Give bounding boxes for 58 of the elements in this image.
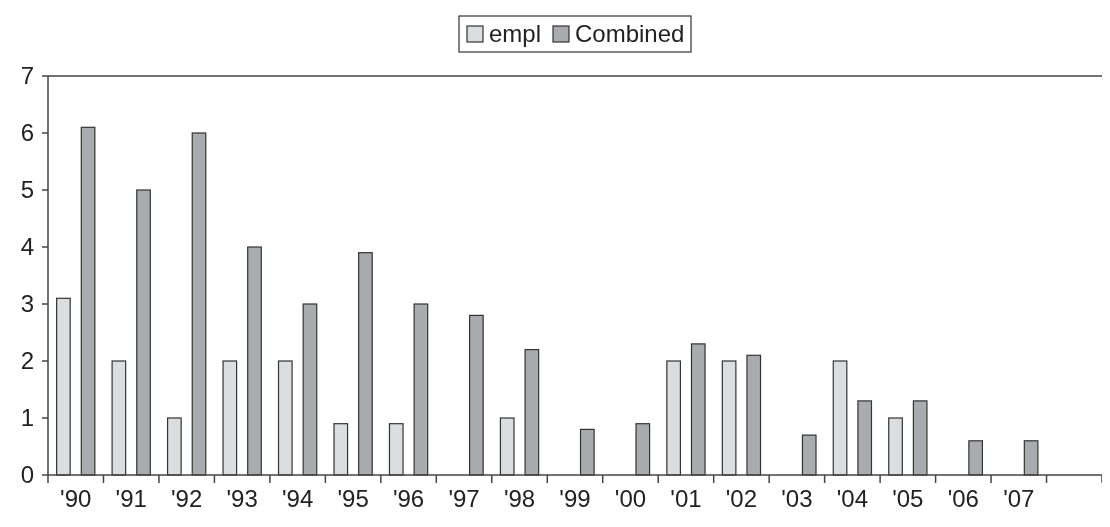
y-tick-label: 4 bbox=[20, 233, 34, 261]
y-tick-label: 0 bbox=[20, 461, 34, 489]
bar bbox=[247, 246, 262, 476]
legend-label: empl bbox=[489, 20, 542, 48]
bar bbox=[222, 360, 238, 476]
bar bbox=[746, 354, 762, 476]
bar bbox=[469, 314, 484, 476]
bar bbox=[801, 434, 817, 476]
x-tick-label: '03 bbox=[781, 485, 813, 512]
bar bbox=[166, 417, 182, 476]
bar bbox=[136, 189, 151, 476]
x-tick-label: '01 bbox=[670, 485, 702, 512]
x-tick-label: '02 bbox=[725, 485, 758, 512]
bar bbox=[635, 423, 651, 476]
bar bbox=[358, 252, 373, 476]
bar bbox=[690, 343, 706, 476]
x-tick-label: '90 bbox=[60, 485, 92, 512]
y-tick-label: 5 bbox=[20, 176, 34, 204]
bar bbox=[499, 417, 515, 476]
bar bbox=[1023, 440, 1039, 476]
x-tick-label: '93 bbox=[226, 485, 258, 512]
x-tick-label: '99 bbox=[559, 485, 591, 512]
bar bbox=[888, 417, 903, 476]
y-tick-label: 2 bbox=[20, 347, 34, 375]
x-tick-label: '06 bbox=[947, 485, 979, 512]
legend-label: Combined bbox=[575, 20, 685, 48]
bar bbox=[968, 440, 984, 476]
bar bbox=[277, 360, 293, 476]
x-tick-label: '04 bbox=[836, 485, 869, 512]
x-tick-label: '98 bbox=[503, 485, 536, 512]
bar bbox=[56, 297, 71, 476]
x-tick-label: '94 bbox=[281, 485, 314, 512]
bar bbox=[857, 400, 873, 476]
x-tick-label: '92 bbox=[171, 485, 203, 512]
y-tick-label: 1 bbox=[20, 404, 34, 432]
x-tick-label: '97 bbox=[448, 485, 480, 512]
bar bbox=[111, 360, 127, 476]
bar bbox=[80, 126, 96, 476]
y-tick-label: 7 bbox=[20, 62, 34, 90]
x-tick-label: '95 bbox=[337, 485, 369, 512]
x-tick-label: '96 bbox=[392, 485, 425, 512]
bar bbox=[721, 360, 737, 476]
x-tick-label: '05 bbox=[892, 485, 924, 512]
bar bbox=[388, 423, 404, 476]
bar bbox=[302, 303, 318, 476]
bar bbox=[413, 303, 429, 476]
bar bbox=[579, 428, 595, 476]
bar bbox=[191, 132, 207, 476]
x-tick-label: '07 bbox=[1003, 485, 1035, 512]
bar bbox=[666, 360, 681, 476]
x-tick-label: '91 bbox=[115, 485, 147, 512]
bar bbox=[333, 423, 349, 476]
bar bbox=[912, 400, 928, 476]
bar bbox=[832, 360, 848, 476]
y-tick-label: 6 bbox=[20, 119, 34, 147]
x-tick-label: '00 bbox=[614, 485, 647, 512]
bar bbox=[524, 349, 540, 476]
y-tick-label: 3 bbox=[20, 290, 34, 318]
